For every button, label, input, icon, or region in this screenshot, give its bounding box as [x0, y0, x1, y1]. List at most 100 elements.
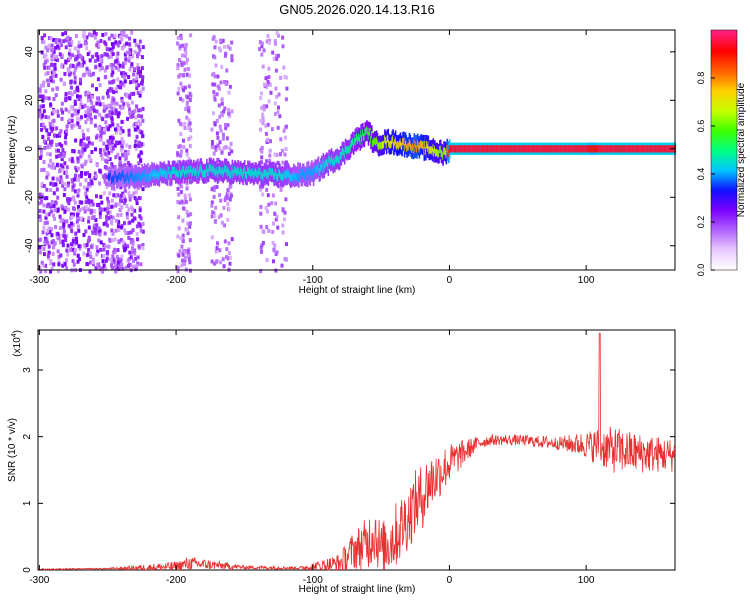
noise-cell: [128, 95, 132, 100]
ridge-core: [592, 145, 594, 153]
noise-cell: [112, 90, 116, 95]
noise-cell: [141, 134, 145, 139]
noise-cell: [228, 255, 232, 260]
noise-cell: [109, 145, 112, 150]
noise-cell: [179, 236, 183, 240]
colorbar-step: [711, 226, 737, 229]
noise-cell: [102, 148, 106, 153]
noise-cell: [85, 46, 89, 51]
ridge-core: [389, 141, 391, 149]
noise-cell: [91, 202, 95, 207]
noise-cell: [63, 170, 67, 175]
ridge-core: [531, 145, 534, 153]
colorbar-step: [711, 76, 737, 79]
ridge-core: [269, 167, 271, 175]
noise-cell: [261, 229, 265, 234]
noise-cell: [117, 127, 121, 132]
noise-cell: [52, 213, 55, 218]
noise-cell: [268, 82, 272, 87]
ridge-core: [608, 145, 611, 153]
noise-cell: [274, 86, 278, 91]
noise-cell: [61, 165, 65, 170]
ridge-core: [307, 166, 310, 175]
ridge-core: [488, 145, 490, 153]
noise-cell: [105, 256, 109, 261]
ridge-core: [535, 145, 538, 153]
scale-suffix: ): [12, 330, 23, 333]
ridge-core: [153, 168, 156, 176]
noise-cell: [69, 105, 73, 110]
ridge-core: [372, 139, 375, 147]
noise-cell: [107, 216, 111, 221]
noise-cell: [71, 239, 75, 243]
ridge-core: [397, 141, 399, 149]
noise-cell: [277, 105, 280, 110]
noise-cell: [83, 161, 87, 166]
noise-cell: [96, 249, 100, 254]
noise-cell: [46, 48, 49, 53]
noise-cell: [110, 73, 114, 78]
noise-cell: [47, 65, 51, 70]
noise-cell: [69, 91, 73, 96]
noise-cell: [123, 221, 126, 226]
noise-cell: [138, 141, 141, 146]
noise-cell: [76, 193, 80, 198]
noise-cell: [110, 42, 114, 47]
noise-cell: [111, 254, 115, 259]
noise-cell: [225, 136, 229, 141]
noise-cell: [94, 32, 98, 36]
noise-cell: [281, 223, 285, 228]
colorbar-step: [711, 232, 737, 235]
noise-cell: [110, 80, 114, 85]
noise-cell: [100, 207, 104, 212]
noise-cell: [70, 113, 74, 118]
colorbar-step: [711, 66, 737, 69]
noise-cell: [82, 133, 86, 138]
noise-cell: [276, 225, 280, 230]
noise-cell: [113, 106, 116, 111]
noise-cell: [73, 112, 77, 116]
noise-cell: [136, 90, 140, 95]
noise-cell: [212, 194, 216, 199]
noise-cell: [85, 187, 89, 192]
noise-cell: [128, 144, 132, 149]
noise-cell: [137, 113, 141, 118]
colorbar-step: [711, 170, 737, 173]
ridge-core: [124, 174, 127, 182]
noise-cell: [226, 256, 230, 261]
noise-cell: [77, 149, 81, 154]
ridge-core: [255, 168, 257, 176]
noise-cell: [222, 44, 226, 49]
svg-text:(x104): (x104): [11, 330, 23, 357]
ridge-core: [446, 144, 448, 153]
noise-cell: [210, 127, 214, 132]
snr-scale-label: (x104): [11, 330, 23, 357]
noise-cell: [281, 207, 285, 212]
noise-cell: [98, 150, 102, 154]
noise-cell: [138, 108, 142, 113]
noise-cell: [267, 66, 271, 71]
ridge-core: [321, 165, 324, 173]
noise-cell: [106, 47, 109, 52]
noise-cell: [212, 94, 216, 99]
noise-cell: [260, 105, 264, 110]
noise-cell: [210, 187, 214, 192]
ridge-core: [149, 170, 152, 179]
ridge-core: [582, 145, 585, 153]
ridge-core: [507, 145, 509, 153]
noise-cell: [123, 247, 127, 252]
noise-cell: [137, 44, 141, 49]
colorbar-ticks: 0.00.20.40.60.8: [696, 72, 715, 276]
noise-cell: [113, 264, 117, 269]
noise-cell: [88, 50, 92, 55]
colorbar-step: [711, 120, 737, 123]
ridge-core: [298, 169, 301, 177]
noise-cell: [118, 140, 122, 145]
noise-cell: [42, 167, 46, 172]
colorbar-step: [711, 124, 737, 127]
noise-cell: [96, 40, 100, 45]
noise-cell: [228, 114, 232, 119]
noise-cell: [124, 57, 128, 62]
noise-cell: [111, 231, 115, 236]
noise-cell: [58, 225, 62, 230]
